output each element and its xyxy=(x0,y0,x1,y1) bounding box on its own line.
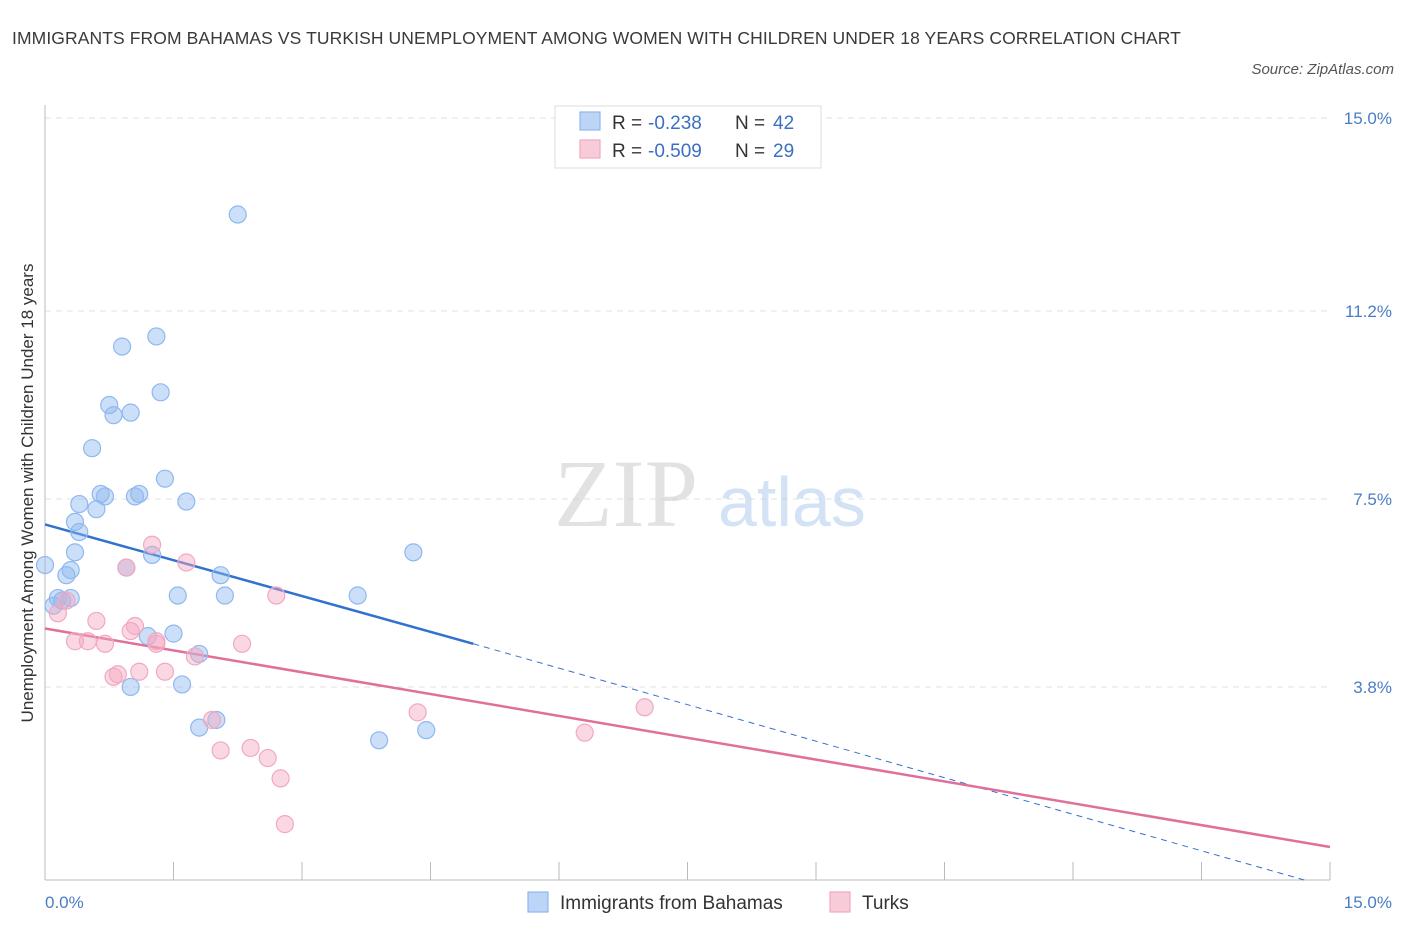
data-point-turks xyxy=(87,611,106,631)
y-tick-label: 3.8% xyxy=(1353,678,1392,697)
data-point-bahamas xyxy=(70,522,89,542)
data-point-turks xyxy=(125,616,145,636)
data-point-bahamas xyxy=(121,403,140,422)
data-point-bahamas xyxy=(83,439,102,458)
x-tick-labels: 0.0% 15.0% xyxy=(45,893,1392,912)
legend-n-value: 29 xyxy=(773,141,794,162)
data-point-bahamas xyxy=(155,469,175,488)
axes xyxy=(44,105,1331,881)
data-point-turks xyxy=(177,553,196,572)
legend-swatch xyxy=(579,139,601,159)
trend-line-bahamas xyxy=(44,523,474,645)
data-point-bahamas xyxy=(211,566,230,585)
legend-r-value: -0.238 xyxy=(648,113,702,134)
data-point-turks xyxy=(241,738,260,758)
data-point-bahamas xyxy=(417,721,436,740)
y-tick-labels: 3.8% 7.5% 11.2% 15.0% xyxy=(1344,109,1392,697)
chart-title: IMMIGRANTS FROM BAHAMAS VS TURKISH UNEMP… xyxy=(12,28,1181,48)
data-point-turks xyxy=(117,558,136,577)
legend-swatch xyxy=(579,111,601,131)
data-point-bahamas xyxy=(151,383,170,402)
legend-r-label: R = xyxy=(612,141,642,162)
trend-lines xyxy=(44,523,1331,881)
legend-r-value: -0.509 xyxy=(648,141,702,162)
top-legend: R = -0.238 N = 42 R = -0.509 N = 29 xyxy=(554,105,822,169)
data-point-turks xyxy=(95,634,115,653)
data-point-bahamas xyxy=(35,555,55,575)
data-point-turks xyxy=(78,632,97,651)
data-point-turks xyxy=(635,698,654,717)
y-axis-label: Unemployment Among Women with Children U… xyxy=(18,264,37,723)
data-point-turks xyxy=(147,634,166,653)
data-point-bahamas xyxy=(95,487,115,506)
legend-n-label: N = xyxy=(735,141,765,162)
grid-lines xyxy=(45,117,1330,688)
data-point-turks xyxy=(57,591,76,610)
data-point-turks xyxy=(130,662,149,681)
y-tick-label: 7.5% xyxy=(1353,490,1392,509)
x-tick-label: 15.0% xyxy=(1344,893,1392,912)
data-point-bahamas xyxy=(370,731,389,750)
data-point-turks xyxy=(202,710,222,730)
bottom-legend-swatch xyxy=(829,891,851,913)
bottom-legend: Immigrants from Bahamas Turks xyxy=(527,891,909,914)
bottom-legend-swatch xyxy=(527,891,549,913)
data-point-turks xyxy=(232,634,252,653)
y-tick-label: 15.0% xyxy=(1344,109,1392,128)
data-points xyxy=(35,205,654,834)
data-point-turks xyxy=(271,769,290,788)
data-point-bahamas xyxy=(207,710,226,730)
legend-r-label: R = xyxy=(612,113,642,134)
data-point-bahamas xyxy=(404,543,423,562)
data-point-bahamas xyxy=(228,205,247,224)
data-point-turks xyxy=(275,815,294,834)
data-point-bahamas xyxy=(104,406,123,425)
data-point-bahamas xyxy=(215,586,234,605)
y-tick-label: 11.2% xyxy=(1345,302,1392,321)
bottom-legend-label: Immigrants from Bahamas xyxy=(560,893,783,914)
data-point-bahamas xyxy=(112,337,132,356)
data-point-bahamas xyxy=(168,586,187,605)
data-point-bahamas xyxy=(147,327,166,346)
data-point-bahamas xyxy=(130,484,149,504)
data-point-bahamas xyxy=(348,586,367,605)
chart-source: Source: ZipAtlas.com xyxy=(1251,61,1394,78)
data-point-bahamas xyxy=(70,494,89,514)
watermark-zip: ZIP xyxy=(554,440,698,547)
data-point-bahamas xyxy=(142,545,162,564)
data-point-turks xyxy=(258,748,277,768)
bottom-legend-label: Turks xyxy=(862,893,909,914)
data-point-bahamas xyxy=(177,492,196,511)
trend-line-turks xyxy=(44,627,1331,849)
data-point-bahamas xyxy=(172,675,192,694)
watermark-atlas: atlas xyxy=(718,463,866,541)
data-point-bahamas xyxy=(65,543,85,562)
x-tick-label: 0.0% xyxy=(45,893,84,912)
trend-line-bahamas-extension xyxy=(473,643,1305,881)
data-point-bahamas xyxy=(61,561,80,580)
data-point-bahamas xyxy=(100,395,119,415)
legend-n-label: N = xyxy=(735,113,765,134)
data-point-turks xyxy=(48,604,67,623)
data-point-turks xyxy=(65,632,85,651)
data-point-turks xyxy=(211,741,230,760)
legend-n-value: 42 xyxy=(773,113,794,134)
data-point-turks xyxy=(185,647,205,666)
data-point-bahamas xyxy=(121,677,140,697)
data-point-turks xyxy=(155,662,175,681)
data-point-turks xyxy=(142,535,162,554)
watermark: ZIP atlas xyxy=(554,440,866,547)
data-point-bahamas xyxy=(65,512,85,531)
data-point-bahamas xyxy=(164,624,183,643)
data-point-turks xyxy=(575,723,594,742)
data-point-turks xyxy=(408,703,427,722)
data-point-turks xyxy=(108,665,127,684)
data-point-turks xyxy=(267,586,286,605)
